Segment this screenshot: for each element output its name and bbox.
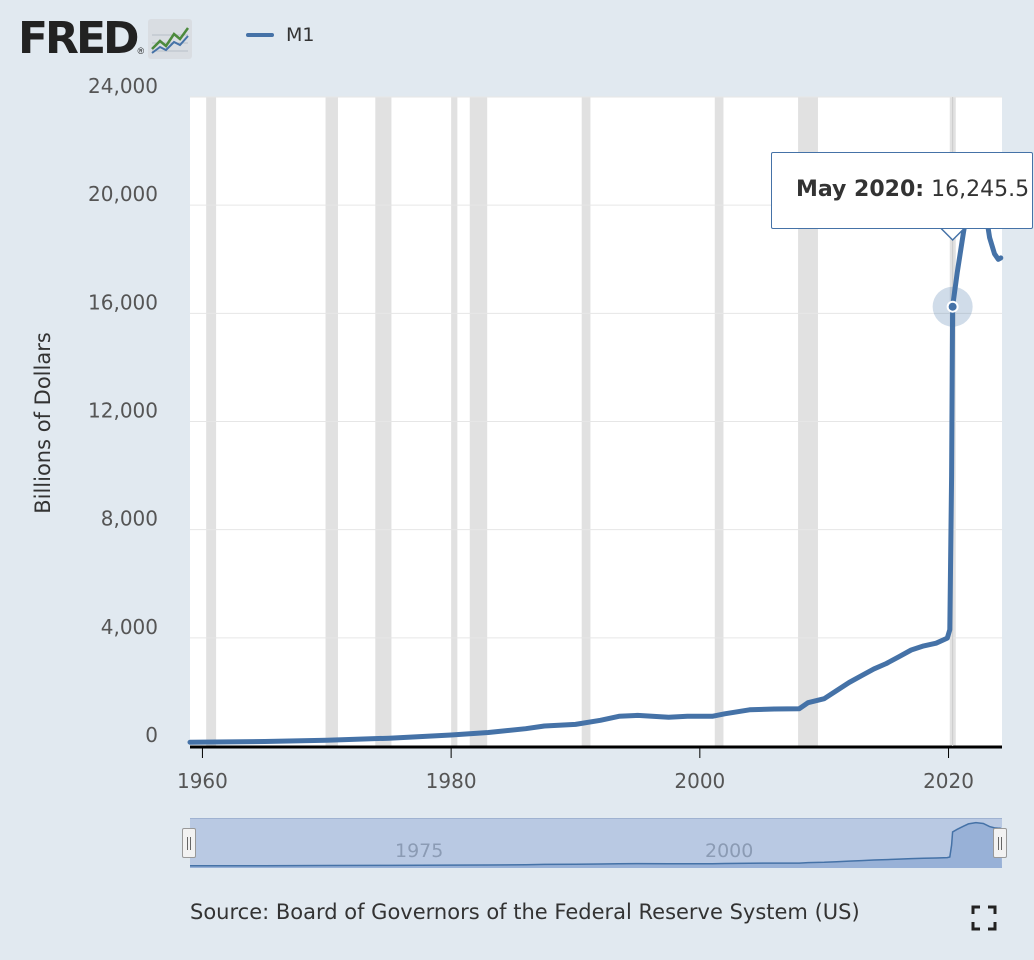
logo-text: FRED (18, 13, 140, 64)
fullscreen-icon[interactable] (971, 905, 997, 931)
y-tick-label-4: 16,000 (88, 290, 158, 314)
navigator-label-1975: 1975 (395, 840, 444, 862)
series-line-m1 (187, 183, 1004, 745)
tooltip-date: May 2020: (796, 177, 925, 202)
fred-logo[interactable]: FRED ® (18, 13, 193, 64)
line-graph-icon (148, 19, 193, 59)
navigator-left-handle[interactable] (182, 828, 196, 858)
y-tick-label-5: 20,000 (88, 182, 158, 206)
y-tick-label-6: 24,000 (88, 74, 158, 98)
navigator-label-2000: 2000 (705, 840, 754, 862)
navigator-series (190, 818, 1002, 868)
range-navigator[interactable]: 1975 2000 (182, 818, 1007, 868)
value-tooltip: May 2020: 16,245.5 (771, 152, 1033, 229)
highlight-point (946, 300, 959, 313)
tooltip-text: May 2020: 16,245.5 (796, 177, 1029, 202)
y-tick-label-1: 4,000 (101, 615, 158, 639)
legend-swatch (246, 33, 274, 37)
x-tick-label-2: 2000 (674, 769, 725, 793)
chart-legend[interactable]: M1 (246, 24, 314, 46)
x-tick-label-0: 1960 (177, 769, 228, 793)
y-tick-label-2: 8,000 (101, 507, 158, 531)
navigator-right-handle[interactable] (993, 828, 1007, 858)
y-tick-label-0: 0 (145, 723, 158, 747)
tooltip-value: 16,245.5 (931, 177, 1030, 202)
legend-label: M1 (286, 24, 315, 46)
tooltip-pointer (940, 227, 966, 242)
logo-registered-mark: ® (137, 46, 145, 56)
x-tick-label-3: 2020 (923, 769, 974, 793)
source-citation: Source: Board of Governors of the Federa… (190, 900, 860, 924)
y-axis-title: Billions of Dollars (31, 332, 55, 514)
y-tick-label-3: 12,000 (88, 399, 158, 423)
x-tick-label-1: 1980 (426, 769, 477, 793)
navigator-area (190, 822, 1002, 868)
navigator-line (190, 821, 1001, 867)
